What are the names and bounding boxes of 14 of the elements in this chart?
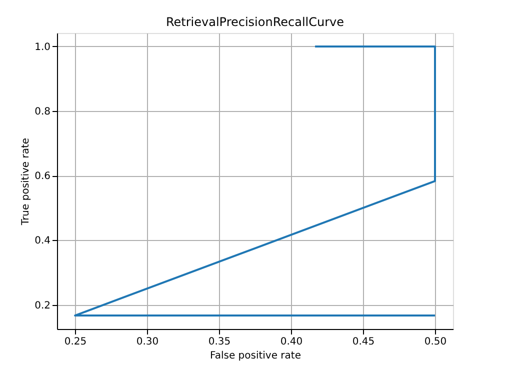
- x-tick-label: 0.50: [424, 336, 447, 348]
- y-axis-title: True positive rate: [20, 138, 32, 226]
- x-tick-label: 0.30: [136, 336, 159, 348]
- y-tick-label: 0.2: [34, 300, 50, 312]
- x-tick-label: 0.25: [64, 336, 87, 348]
- y-tick-label: 0.8: [34, 106, 50, 118]
- x-tick-label: 0.45: [352, 336, 375, 348]
- x-axis-title: False positive rate: [210, 350, 301, 362]
- y-tick-label: 0.4: [34, 236, 50, 247]
- chart-title: RetrievalPrecisionRecallCurve: [166, 15, 344, 29]
- y-tick-label: 0.6: [34, 171, 50, 182]
- x-tick-label: 0.40: [280, 336, 303, 348]
- y-tick-label: 1.0: [34, 42, 50, 53]
- x-tick-label: 0.35: [208, 336, 231, 348]
